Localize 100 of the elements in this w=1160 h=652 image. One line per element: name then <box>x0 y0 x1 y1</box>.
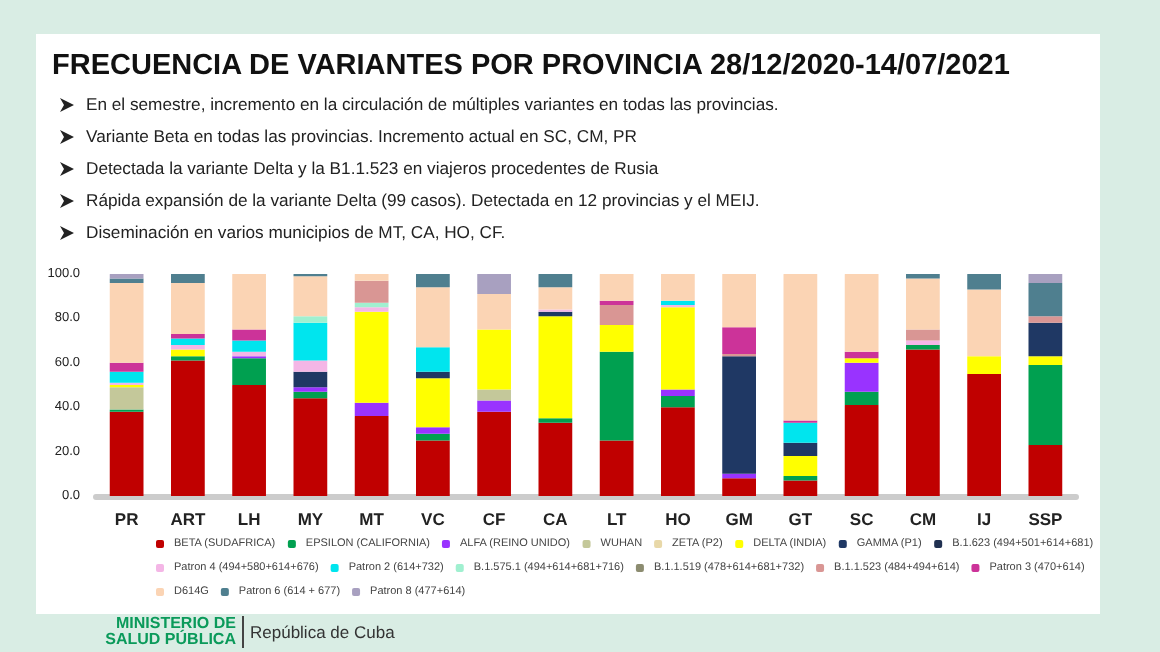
bar <box>599 305 634 326</box>
bar <box>477 274 511 294</box>
bar <box>171 360 205 496</box>
bar <box>354 274 389 281</box>
bar <box>416 371 450 379</box>
bar <box>477 400 511 412</box>
bar <box>293 316 328 323</box>
bar <box>783 480 818 496</box>
bar <box>661 300 695 306</box>
bar <box>1028 322 1063 357</box>
bar <box>661 307 695 390</box>
x-tick-label: CM <box>909 509 937 529</box>
bar <box>232 385 266 496</box>
text: Diseminación en varios municipios de MT, CA, HO, CF. <box>86 222 506 242</box>
bar <box>844 362 879 392</box>
bar <box>906 278 940 330</box>
bar <box>599 325 634 352</box>
bar <box>416 347 450 372</box>
chart-title: FRECUENCIA DE VARIANTES POR PROVINCIA 28/12/2020-14/07/2021 <box>52 50 1010 82</box>
bar <box>232 358 266 385</box>
bar <box>1028 316 1063 323</box>
x-tick-label: GM <box>725 509 753 529</box>
x-tick-label: LT <box>606 509 628 529</box>
text: Variante Beta en todas las provincias. Incremento actual en SC, CM, PR <box>86 126 637 146</box>
bar <box>109 371 144 383</box>
text: Detectada la variante Delta y la B1.1.523 en viajeros procedentes de Rusia <box>86 158 659 178</box>
bar <box>109 387 144 410</box>
x-tick-label: PR <box>114 509 139 529</box>
bar <box>1028 356 1063 366</box>
x-tick-label: MY <box>297 509 324 529</box>
bar <box>661 396 695 408</box>
bar <box>232 329 266 341</box>
bar <box>599 274 634 301</box>
bar <box>722 327 756 354</box>
bar <box>171 349 205 357</box>
bar <box>967 373 1001 496</box>
bar <box>844 404 879 496</box>
bar <box>722 274 756 328</box>
bar <box>354 280 389 303</box>
bar <box>1028 282 1063 317</box>
x-tick-label: CF <box>482 509 506 529</box>
bar <box>967 274 1001 290</box>
x-tick-label: CA <box>543 509 568 529</box>
bar <box>844 391 879 405</box>
x-tick-label: GT <box>788 509 814 529</box>
bar <box>293 276 328 317</box>
bar <box>722 356 756 474</box>
bar <box>416 433 450 441</box>
x-tick-label: SC <box>849 509 874 529</box>
bar <box>232 340 266 352</box>
bar <box>416 440 450 496</box>
x-tick-label: SSP <box>1028 509 1064 529</box>
bar <box>599 440 634 496</box>
bar <box>477 411 511 496</box>
text: Rápida expansión de la variante Delta (99 casos). Detectada en 12 provincias y el MEIJ. <box>86 190 760 210</box>
text: En el semestre, incremento en la circulación de múltiples variantes en todas las provincias. <box>86 94 779 114</box>
bar <box>538 316 573 419</box>
bar <box>722 478 756 496</box>
bar <box>783 456 818 477</box>
bar <box>171 282 205 334</box>
bar <box>599 351 634 441</box>
bar <box>538 274 573 288</box>
bar <box>354 416 389 496</box>
bar <box>906 349 940 496</box>
bar <box>171 274 205 283</box>
bar <box>661 407 695 496</box>
bar <box>293 322 328 361</box>
x-tick-label: ART <box>170 509 207 529</box>
bar <box>477 389 511 401</box>
bar <box>171 333 205 339</box>
text: República de Cuba <box>248 622 395 642</box>
bar <box>293 371 328 388</box>
text: MINISTERIO DE SALUD PÚBLICA <box>80 614 244 648</box>
bar <box>906 340 940 346</box>
bar <box>293 360 328 372</box>
bar <box>722 473 756 479</box>
bar <box>354 402 389 417</box>
bar <box>1028 444 1063 496</box>
bar <box>1028 365 1063 445</box>
bar <box>354 311 389 403</box>
bar <box>538 287 573 310</box>
bar <box>477 329 511 390</box>
bar <box>1028 274 1063 283</box>
bar <box>967 289 1001 357</box>
x-tick-label: IJ <box>977 509 992 529</box>
bar <box>416 378 450 428</box>
bar <box>109 282 144 363</box>
bar <box>109 411 144 496</box>
bar <box>293 398 328 496</box>
bar <box>232 274 266 330</box>
x-tick-label: VC <box>421 509 445 529</box>
x-tick-label: MT <box>359 509 386 529</box>
bar <box>416 287 450 348</box>
bar <box>906 329 940 341</box>
bar <box>232 351 266 357</box>
bar <box>109 362 144 372</box>
bar <box>416 274 450 288</box>
bar <box>661 274 695 301</box>
bar <box>783 274 818 421</box>
bar <box>661 389 695 397</box>
